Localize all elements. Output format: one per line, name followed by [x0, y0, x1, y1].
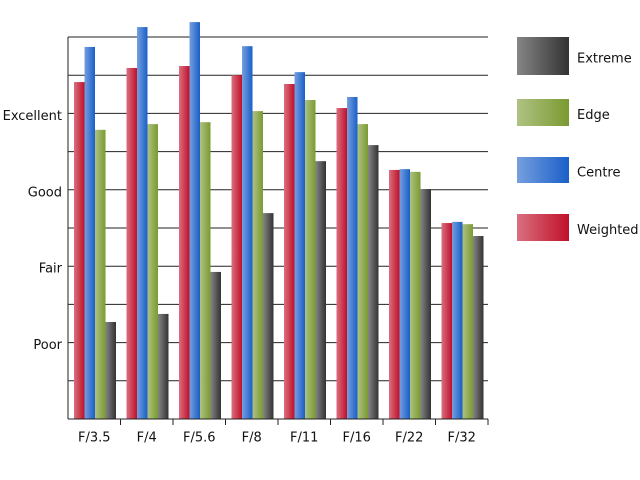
y-tick-label: Fair [39, 262, 63, 277]
legend-swatch [517, 99, 569, 126]
bar [462, 224, 473, 419]
bar [147, 124, 158, 419]
bar [210, 271, 221, 419]
y-tick-label: Poor [33, 338, 62, 353]
bar [231, 75, 242, 419]
bar [305, 100, 316, 419]
bar [410, 171, 421, 419]
bar [294, 72, 305, 420]
x-tick-label: F/16 [343, 431, 371, 446]
bar [452, 221, 463, 419]
y-tick-label: Excellent [3, 109, 62, 124]
bar [252, 111, 263, 419]
legend-swatch [517, 214, 569, 241]
bar [389, 169, 400, 419]
bar [242, 46, 253, 419]
bar [158, 313, 169, 419]
bar [126, 67, 137, 419]
bar [420, 189, 431, 419]
bar [284, 83, 295, 420]
bar [74, 82, 85, 420]
x-tick-label: F/3.5 [78, 431, 111, 446]
x-tick-label: F/22 [395, 431, 423, 446]
bar [368, 145, 379, 419]
bar [84, 46, 95, 419]
legend-label: Extreme [577, 52, 632, 67]
bar [473, 236, 484, 419]
bar [315, 161, 326, 419]
bar [137, 27, 148, 420]
bar [336, 108, 347, 419]
y-tick-label: Good [28, 185, 62, 200]
bar [179, 66, 190, 420]
legend-swatch [517, 37, 569, 75]
bar [357, 124, 368, 419]
bar [347, 96, 358, 419]
legend-label: Centre [577, 166, 620, 181]
bar [441, 223, 452, 419]
x-tick-label: F/4 [137, 431, 157, 446]
bar [263, 213, 274, 419]
bar [399, 169, 410, 419]
legend-swatch [517, 157, 569, 183]
bar [189, 22, 200, 420]
bar [105, 321, 116, 419]
legend-label: Edge [577, 108, 610, 123]
x-tick-label: F/32 [448, 431, 476, 446]
x-tick-label: F/8 [242, 431, 262, 446]
x-tick-label: F/11 [290, 431, 318, 446]
bar [95, 129, 106, 420]
x-tick-label: F/5.6 [183, 431, 216, 446]
legend-label: Weighted [577, 223, 639, 238]
bar [200, 122, 211, 419]
